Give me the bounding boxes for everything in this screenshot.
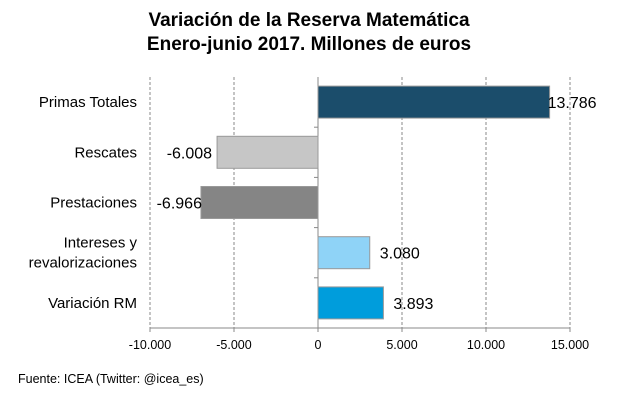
bar xyxy=(317,286,384,320)
data-label: 3.893 xyxy=(393,296,433,313)
x-tick-label: -10.000 xyxy=(129,338,171,352)
x-tick-label: 10.000 xyxy=(467,338,505,352)
category-label: Primas Totales xyxy=(39,94,137,111)
data-label: 13.786 xyxy=(548,95,597,112)
category-label: Rescates xyxy=(74,144,137,161)
x-tick-label: 15.000 xyxy=(551,338,589,352)
bar xyxy=(200,186,319,219)
x-tick-label: 5.000 xyxy=(386,338,417,352)
x-tick-label: -5.000 xyxy=(216,338,251,352)
bar xyxy=(317,236,371,270)
data-label: -6.966 xyxy=(157,196,202,213)
bar xyxy=(216,135,319,169)
data-label: -6.008 xyxy=(167,145,212,162)
chart-title: Variación de la Reserva Matemática xyxy=(148,10,470,31)
data-label: 3.080 xyxy=(380,246,420,263)
category-label: Intereses y xyxy=(64,235,138,252)
source-note: Fuente: ICEA (Twitter: @icea_es) xyxy=(18,372,204,386)
bar xyxy=(317,85,551,119)
x-tick-label: 0 xyxy=(315,338,322,352)
category-label: Variación RM xyxy=(48,295,137,312)
category-label: revalorizaciones xyxy=(29,255,137,272)
chart-subtitle: Enero-junio 2017. Millones de euros xyxy=(146,34,472,55)
category-label: Prestaciones xyxy=(50,195,137,212)
